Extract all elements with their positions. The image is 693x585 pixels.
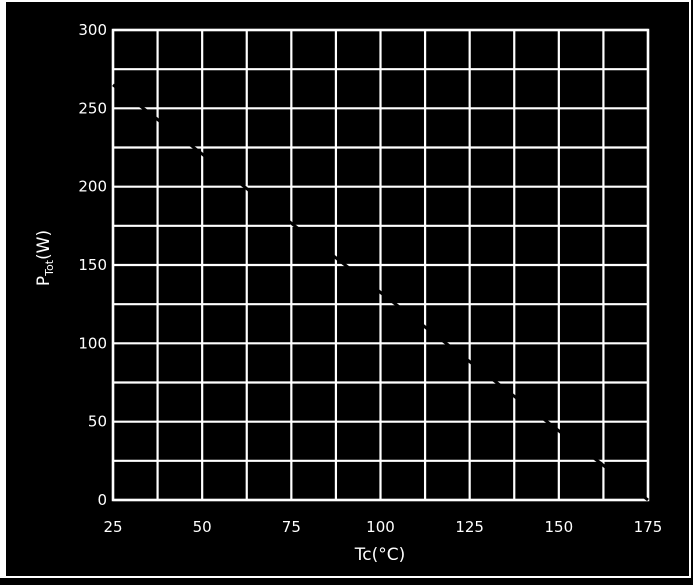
x-tick-label: 100 xyxy=(366,518,395,536)
x-axis-label: Tc(°C) xyxy=(354,545,405,565)
series xyxy=(112,83,649,502)
axes-frame xyxy=(111,28,650,502)
x-tick-label: 125 xyxy=(455,518,484,536)
y-tick-label: 100 xyxy=(78,334,107,352)
y-tick-labels: 0 50 100 150 200 250 300 xyxy=(78,21,107,509)
y-tick-label: 150 xyxy=(78,256,107,274)
svg-text:PTot(W): PTot(W) xyxy=(34,230,56,286)
x-tick-label: 175 xyxy=(634,518,663,536)
y-axis-label-subscript: Tot xyxy=(43,259,56,277)
y-tick-label: 250 xyxy=(78,99,107,117)
x-tick-labels: 25 50 75 100 125 150 175 xyxy=(103,518,662,536)
x-tick-label: 50 xyxy=(193,518,212,536)
y-tick-label: 200 xyxy=(78,178,107,196)
y-tick-label: 50 xyxy=(88,413,107,431)
x-tick-label: 25 xyxy=(103,518,122,536)
axes xyxy=(111,28,650,502)
series-line xyxy=(112,83,649,502)
y-tick-label: 300 xyxy=(78,21,107,39)
x-tick-label: 75 xyxy=(282,518,301,536)
y-axis-label: PTot(W) xyxy=(34,230,56,286)
x-tick-label: 150 xyxy=(545,518,574,536)
y-axis-label-main: P xyxy=(34,276,54,286)
grid xyxy=(111,28,650,502)
y-axis-label-unit: (W) xyxy=(34,230,54,260)
y-tick-label: 0 xyxy=(97,491,107,509)
